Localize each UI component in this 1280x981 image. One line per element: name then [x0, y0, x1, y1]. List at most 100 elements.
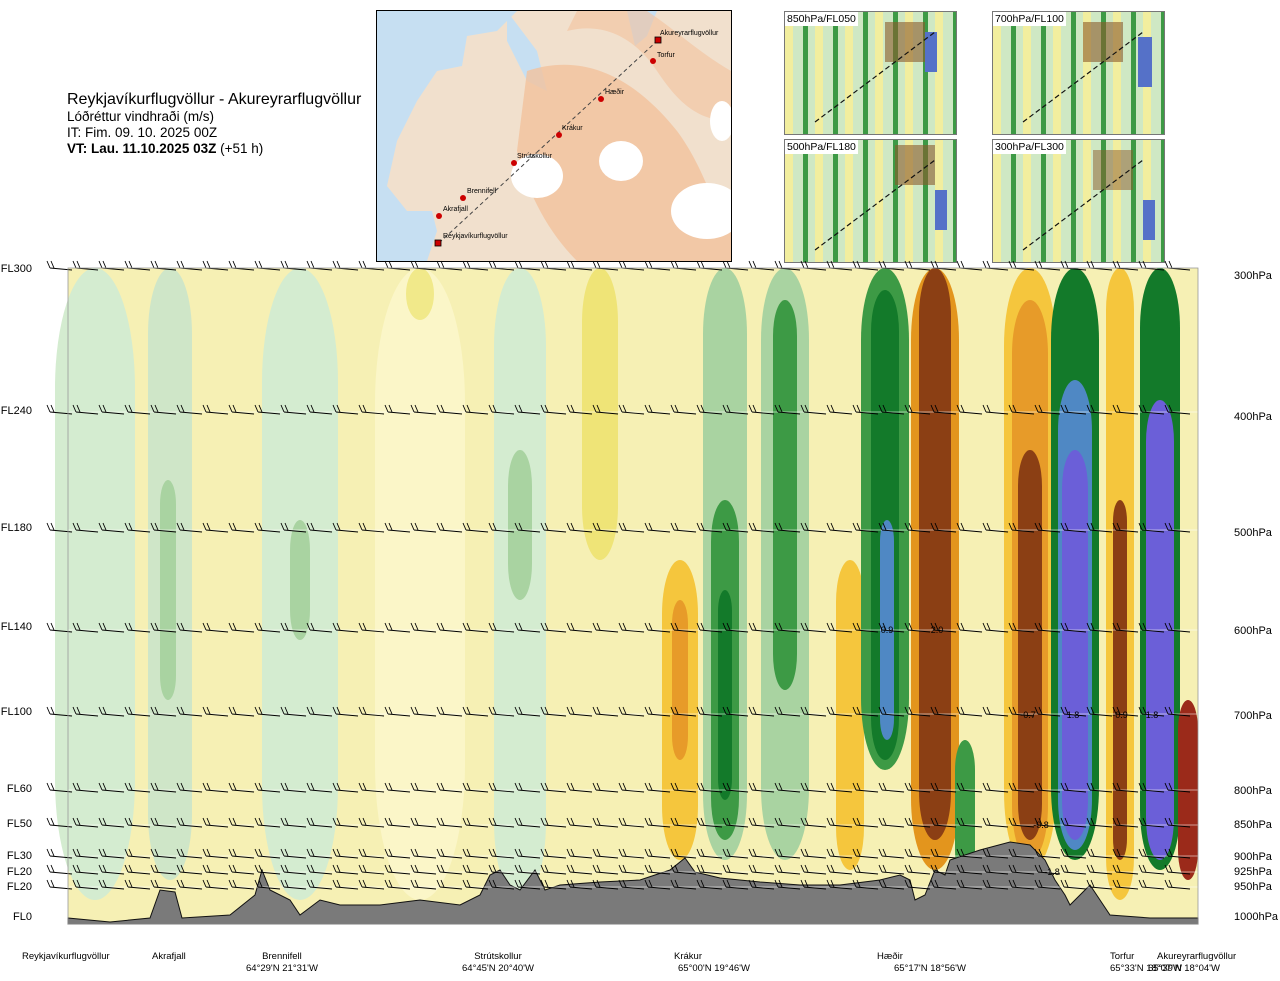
wind-barb-feather	[1168, 622, 1173, 631]
wind-barb	[907, 789, 931, 793]
wind-barb-feather	[336, 522, 341, 531]
wind-barb-feather	[488, 522, 493, 531]
wind-barb	[439, 529, 463, 533]
wind-barb-feather	[648, 404, 653, 413]
wind-barb-feather	[826, 260, 831, 269]
fl-label-20b: FL20	[6, 881, 32, 893]
wind-barb	[673, 824, 697, 828]
wind-barb-feather	[648, 817, 653, 826]
wind-barb-feather	[722, 848, 727, 857]
fl-label-100: FL100	[0, 706, 32, 718]
wind-barb-feather	[492, 622, 497, 631]
wind-barb	[1063, 411, 1087, 415]
wind-barb-feather	[1112, 522, 1117, 531]
wind-barb	[257, 411, 281, 415]
wind-barb-feather	[176, 817, 181, 826]
wind-barb-feather	[618, 848, 623, 857]
wind-barb-feather	[228, 260, 233, 269]
wind-barb	[1037, 789, 1061, 793]
wind-barb	[1011, 411, 1035, 415]
wind-barb-feather	[254, 864, 259, 873]
wind-barb-feather	[440, 522, 445, 531]
wind-barb-feather	[930, 522, 935, 531]
wind-barb-feather	[648, 260, 653, 269]
wind-barb-feather	[644, 404, 649, 413]
wind-barb-feather	[1116, 260, 1121, 269]
wind-barb	[881, 629, 905, 633]
wind-barb-feather	[50, 522, 55, 531]
wind-barb-feather	[1038, 817, 1043, 826]
wind-barb	[1037, 855, 1061, 859]
wind-barb-feather	[154, 879, 159, 888]
wind-barb-feather	[306, 782, 311, 791]
wind-barb-feather	[986, 864, 991, 873]
wind-barb-feather	[726, 706, 731, 715]
wind-barb-feather	[722, 879, 727, 888]
wind-barb-feather	[566, 622, 571, 631]
wind-barb-feather	[778, 848, 783, 857]
wind-barb-feather	[180, 817, 185, 826]
wind-barb	[75, 411, 99, 415]
wind-barb-feather	[124, 782, 129, 791]
wind-barb-feather	[358, 404, 363, 413]
route-map-graphic: Akureyrarflugvöllur Torfur Hæðir Krákur …	[377, 11, 731, 261]
wind-barb	[465, 713, 489, 717]
thumbnail-500hpa[interactable]: 500hPa/FL180	[784, 139, 957, 263]
wind-barb-feather	[310, 522, 315, 531]
updraft-core	[955, 740, 975, 880]
thumbnail-700hpa[interactable]: 700hPa/FL100	[992, 11, 1165, 135]
wind-barb	[101, 529, 125, 533]
wind-barb-feather	[596, 848, 601, 857]
wind-barb	[907, 855, 931, 859]
wind-barb-feather	[852, 622, 857, 631]
thumbnail-850hpa[interactable]: 850hPa/FL050	[784, 11, 957, 135]
route-map: Akureyrarflugvöllur Torfur Hæðir Krákur …	[376, 10, 732, 262]
wind-barb	[543, 629, 567, 633]
wind-barb	[595, 855, 619, 859]
wind-barb	[1037, 886, 1061, 890]
wind-barb-feather	[778, 260, 783, 269]
wind-barb	[855, 789, 879, 793]
station-reykjavik: Reykjavíkurflugvöllur	[22, 951, 110, 963]
wind-barb-feather	[414, 706, 419, 715]
wind-barb-feather	[986, 782, 991, 791]
wind-barb-feather	[830, 522, 835, 531]
wind-barb-feather	[592, 817, 597, 826]
wind-barb-feather	[514, 622, 519, 631]
wind-barb	[777, 855, 801, 859]
wind-barb	[1089, 713, 1113, 717]
wind-barb-feather	[414, 848, 419, 857]
wind-barb	[881, 855, 905, 859]
wind-barb-feather	[514, 848, 519, 857]
wind-barb-feather	[882, 879, 887, 888]
wind-barb-feather	[930, 782, 935, 791]
wind-barb-feather	[362, 879, 367, 888]
wind-barb	[1063, 713, 1087, 717]
thumbnail-300hpa[interactable]: 300hPa/FL300	[992, 139, 1165, 263]
wind-barb-feather	[1164, 848, 1169, 857]
wind-barb-feather	[98, 782, 103, 791]
map-label-haedir: Hæðir	[605, 88, 625, 96]
wind-barb-feather	[830, 848, 835, 857]
station-name: Krákur	[674, 951, 702, 962]
wind-barb-feather	[1090, 404, 1095, 413]
wind-barb-feather	[648, 848, 653, 857]
wind-barb-feather	[76, 522, 81, 531]
wind-barb-feather	[150, 706, 155, 715]
wind-barb	[985, 529, 1009, 533]
wind-barb-feather	[284, 522, 289, 531]
wind-barb-feather	[960, 817, 965, 826]
wind-barb-feather	[1168, 879, 1173, 888]
wind-barb-feather	[332, 782, 337, 791]
wind-barb-feather	[670, 848, 675, 857]
wind-barb	[335, 871, 359, 875]
wind-barb	[75, 789, 99, 793]
wind-barb-feather	[674, 864, 679, 873]
station-coord: 64°45'N 20°40'W	[462, 963, 534, 974]
wind-barb-feather	[98, 879, 103, 888]
wind-barb	[335, 529, 359, 533]
wind-barb	[465, 629, 489, 633]
wind-barb-feather	[306, 817, 311, 826]
wind-barb	[647, 629, 671, 633]
